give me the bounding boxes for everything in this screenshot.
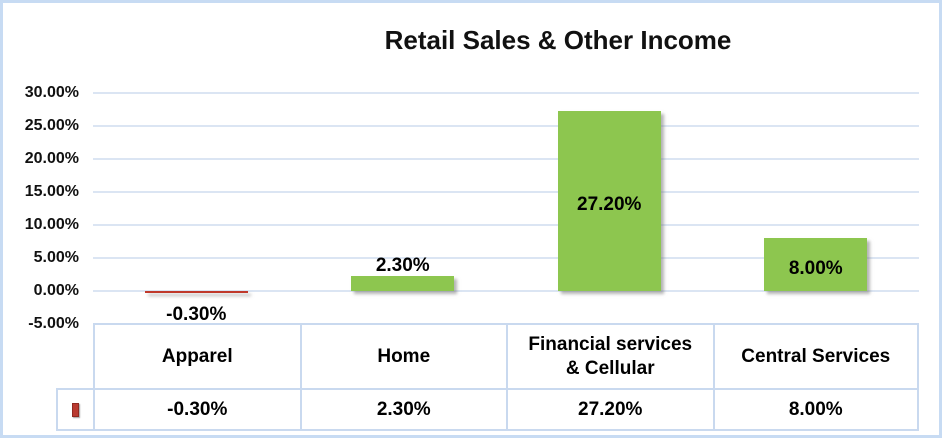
y-axis-tick-label: 5.00% <box>33 249 79 266</box>
bar-data-label: 2.30% <box>375 254 430 276</box>
bar-data-label: -0.30% <box>166 303 227 325</box>
table-header-4: Central Services <box>712 323 919 390</box>
y-axis-tick-label: 0.00% <box>33 282 79 299</box>
table-value-1: -0.30% <box>93 388 302 431</box>
gridline <box>93 191 919 193</box>
bar-data-label: 27.20% <box>577 194 642 216</box>
y-axis-tick-label: 25.00% <box>24 117 79 134</box>
table-value-4: 8.00% <box>712 388 919 431</box>
bar-data-label: 8.00% <box>788 257 843 279</box>
y-axis-tick-label: 20.00% <box>24 150 79 167</box>
gridline <box>93 125 919 127</box>
bar-home <box>351 275 455 291</box>
bar-central-services <box>764 238 868 291</box>
series-legend-marker <box>72 402 79 417</box>
table-header-1: Apparel <box>93 323 302 390</box>
y-axis-tick-label: 10.00% <box>24 216 79 233</box>
bar-apparel <box>144 291 248 293</box>
table-value-2: 2.30% <box>299 388 508 431</box>
y-axis-tick-label: 30.00% <box>24 84 79 101</box>
legend-key-cell <box>56 388 95 431</box>
chart-title: Retail Sales & Other Income <box>384 25 732 55</box>
y-axis-tick-label: -5.00% <box>28 315 79 332</box>
gridline <box>93 224 919 226</box>
table-header-3: Financial services & Cellular <box>506 323 715 390</box>
table-header-2: Home <box>299 323 508 390</box>
gridline <box>93 290 919 292</box>
gridline <box>93 158 919 160</box>
y-axis-tick-label: 15.00% <box>24 183 79 200</box>
table-value-3: 27.20% <box>506 388 715 431</box>
bar-financial-services-cellular <box>557 111 661 291</box>
gridline <box>93 92 919 94</box>
gridline <box>93 257 919 259</box>
